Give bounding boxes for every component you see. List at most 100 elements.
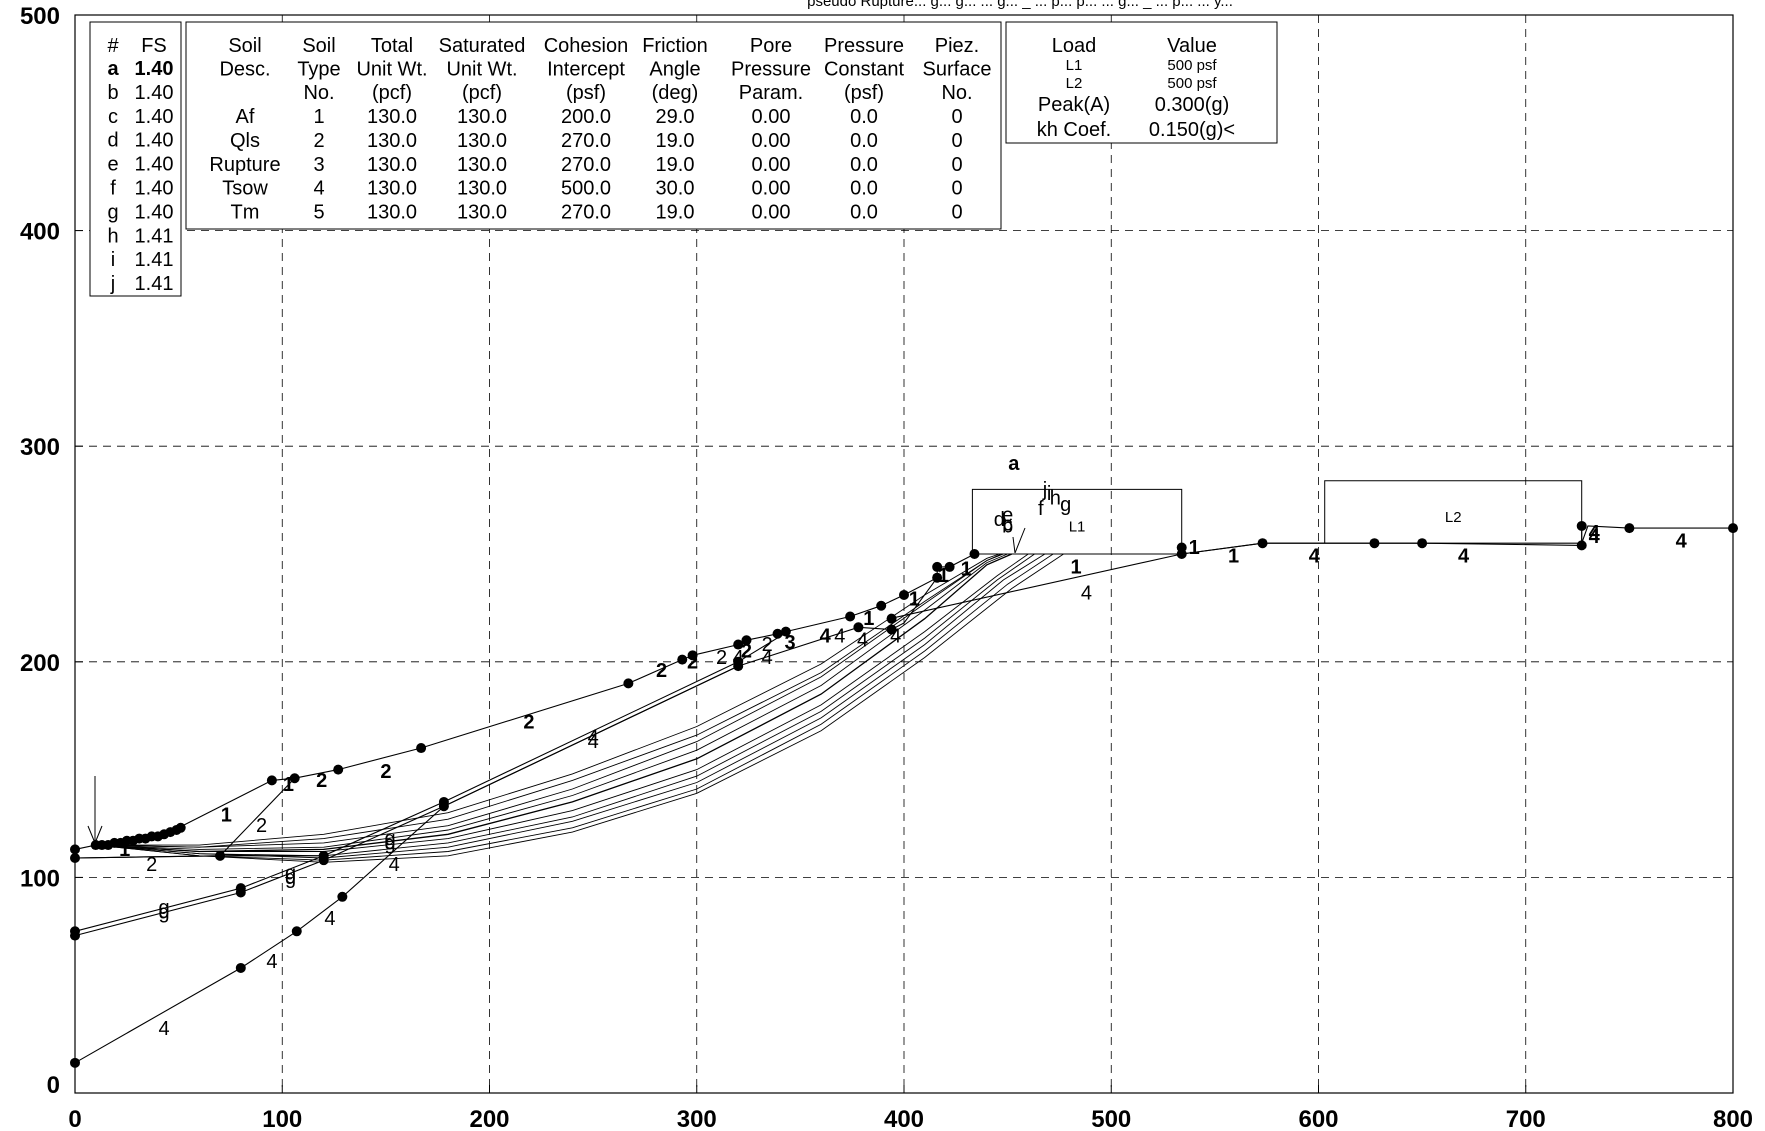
material-label: 2 xyxy=(316,770,327,792)
soil-table-cell: 29.0 xyxy=(656,106,695,128)
boundary-points xyxy=(70,520,1738,1068)
soil-table-cell: 130.0 xyxy=(457,106,507,128)
y-tick-label: 500 xyxy=(20,3,60,30)
soil-table-cell: 0.00 xyxy=(752,106,791,128)
material-label: 4 xyxy=(820,625,832,647)
soil-table-cell: 0 xyxy=(951,178,962,200)
surface-loads: L1 L2 xyxy=(971,480,1583,554)
load-table-value: 0.300(g) xyxy=(1155,94,1230,116)
soil-table-header: Total xyxy=(371,35,413,57)
material-label: 2 xyxy=(716,647,727,669)
soil-table-cell: 130.0 xyxy=(367,202,417,224)
soil-table-cell: 0.00 xyxy=(752,154,791,176)
soil-table-header: Type xyxy=(297,59,340,81)
material-label: 4 xyxy=(324,908,335,930)
x-tick-label: 600 xyxy=(1298,1106,1338,1131)
soil-table-header: Surface xyxy=(923,59,992,81)
material-label: 1 xyxy=(863,608,874,630)
soil-table-cell: 1 xyxy=(313,106,324,128)
boundary-point xyxy=(845,611,856,622)
boundary-point xyxy=(741,635,752,646)
boundary-point xyxy=(70,1057,80,1068)
fs-row-id: g xyxy=(107,201,118,223)
boundary-point xyxy=(266,775,277,786)
material-label: 1 xyxy=(119,839,130,861)
soil-table-header: Pressure xyxy=(731,59,811,81)
soil-table-header: Param. xyxy=(739,82,803,104)
boundary-point xyxy=(70,930,80,941)
material-label: 2 xyxy=(146,854,157,876)
boundary-point xyxy=(1728,523,1738,534)
boundary-point xyxy=(780,626,791,637)
soil-table-cell: 0.00 xyxy=(752,178,791,200)
fs-row-value: 1.40 xyxy=(135,130,174,152)
surface-load-L1 xyxy=(971,488,1183,554)
material-label: 1 xyxy=(938,565,949,587)
soil-table-cell: 130.0 xyxy=(457,154,507,176)
soil-table-cell: 5 xyxy=(313,202,324,224)
x-tick-label: 800 xyxy=(1713,1106,1753,1131)
soil-table-cell: 130.0 xyxy=(457,178,507,200)
soil-table-header: Piez. xyxy=(935,35,979,57)
material-label: 4 xyxy=(733,647,744,669)
soil-table-cell: 130.0 xyxy=(367,154,417,176)
fs-row-value: 1.41 xyxy=(135,273,174,295)
material-label: 2 xyxy=(656,660,667,682)
soil-table-header: (deg) xyxy=(652,82,699,104)
material-label: 4 xyxy=(389,854,400,876)
surface-tag: e xyxy=(1002,505,1013,527)
material-label: 4 xyxy=(834,625,845,647)
boundary-point xyxy=(291,926,302,937)
material-label: 1 xyxy=(961,559,972,581)
soil-table-header: Unit Wt. xyxy=(446,59,517,81)
soil-table-cell: 30.0 xyxy=(656,178,695,200)
y-tick-label: 200 xyxy=(20,650,60,677)
boundary-point xyxy=(235,887,246,898)
boundary-point xyxy=(235,962,246,973)
soil-table-cell: 3 xyxy=(313,154,324,176)
soil-table-cell: Rupture xyxy=(209,154,280,176)
soil-table-header: (psf) xyxy=(566,82,606,104)
material-label: 4 xyxy=(1458,546,1470,568)
material-label: 1 xyxy=(221,804,232,826)
fs-row-id: f xyxy=(110,178,116,200)
fs-row-value: 1.40 xyxy=(135,58,174,80)
soil-table-cell: 0 xyxy=(951,106,962,128)
soil-table-cell: 0.00 xyxy=(752,130,791,152)
boundary-point xyxy=(932,572,943,583)
surface-load-label: L1 xyxy=(1069,519,1086,536)
soil-table-header: Constant xyxy=(824,59,904,81)
soil-table-cell: 270.0 xyxy=(561,154,611,176)
slip-surface-i xyxy=(95,553,1054,861)
surface-tag: g xyxy=(159,897,170,919)
x-tick-label: 500 xyxy=(1091,1106,1131,1131)
boundary-point xyxy=(944,561,955,572)
material-label: 4 xyxy=(266,951,277,973)
soil-table-header: Angle xyxy=(649,59,700,81)
soil-table-frame xyxy=(185,21,1002,230)
surface-tag: g xyxy=(285,863,296,885)
material-label: 4 xyxy=(762,647,773,669)
soil-table-header: (psf) xyxy=(844,82,884,104)
soil-table-header: Soil xyxy=(302,35,335,57)
fs-table-frame xyxy=(89,21,182,297)
material-label: 2 xyxy=(380,761,391,783)
surface-load-label: L2 xyxy=(1445,509,1462,526)
boundary-point xyxy=(733,639,744,650)
soil-table-cell: 19.0 xyxy=(656,154,695,176)
material-label: 4 xyxy=(1589,522,1601,544)
soil-table-header: Pressure xyxy=(824,35,904,57)
material-label: 4 xyxy=(1081,582,1092,604)
soil-table-cell: 0.0 xyxy=(850,178,878,200)
y-tick-label: 400 xyxy=(20,219,60,246)
x-tick-label: 100 xyxy=(262,1106,302,1131)
boundary-point xyxy=(969,549,980,559)
material-label: 4 xyxy=(890,625,901,647)
fs-row-value: 1.40 xyxy=(135,82,174,104)
boundary-point xyxy=(932,561,943,572)
surface-tag: c xyxy=(1003,513,1013,535)
boundary-point xyxy=(677,654,688,665)
soil-table-header: (pcf) xyxy=(462,82,502,104)
